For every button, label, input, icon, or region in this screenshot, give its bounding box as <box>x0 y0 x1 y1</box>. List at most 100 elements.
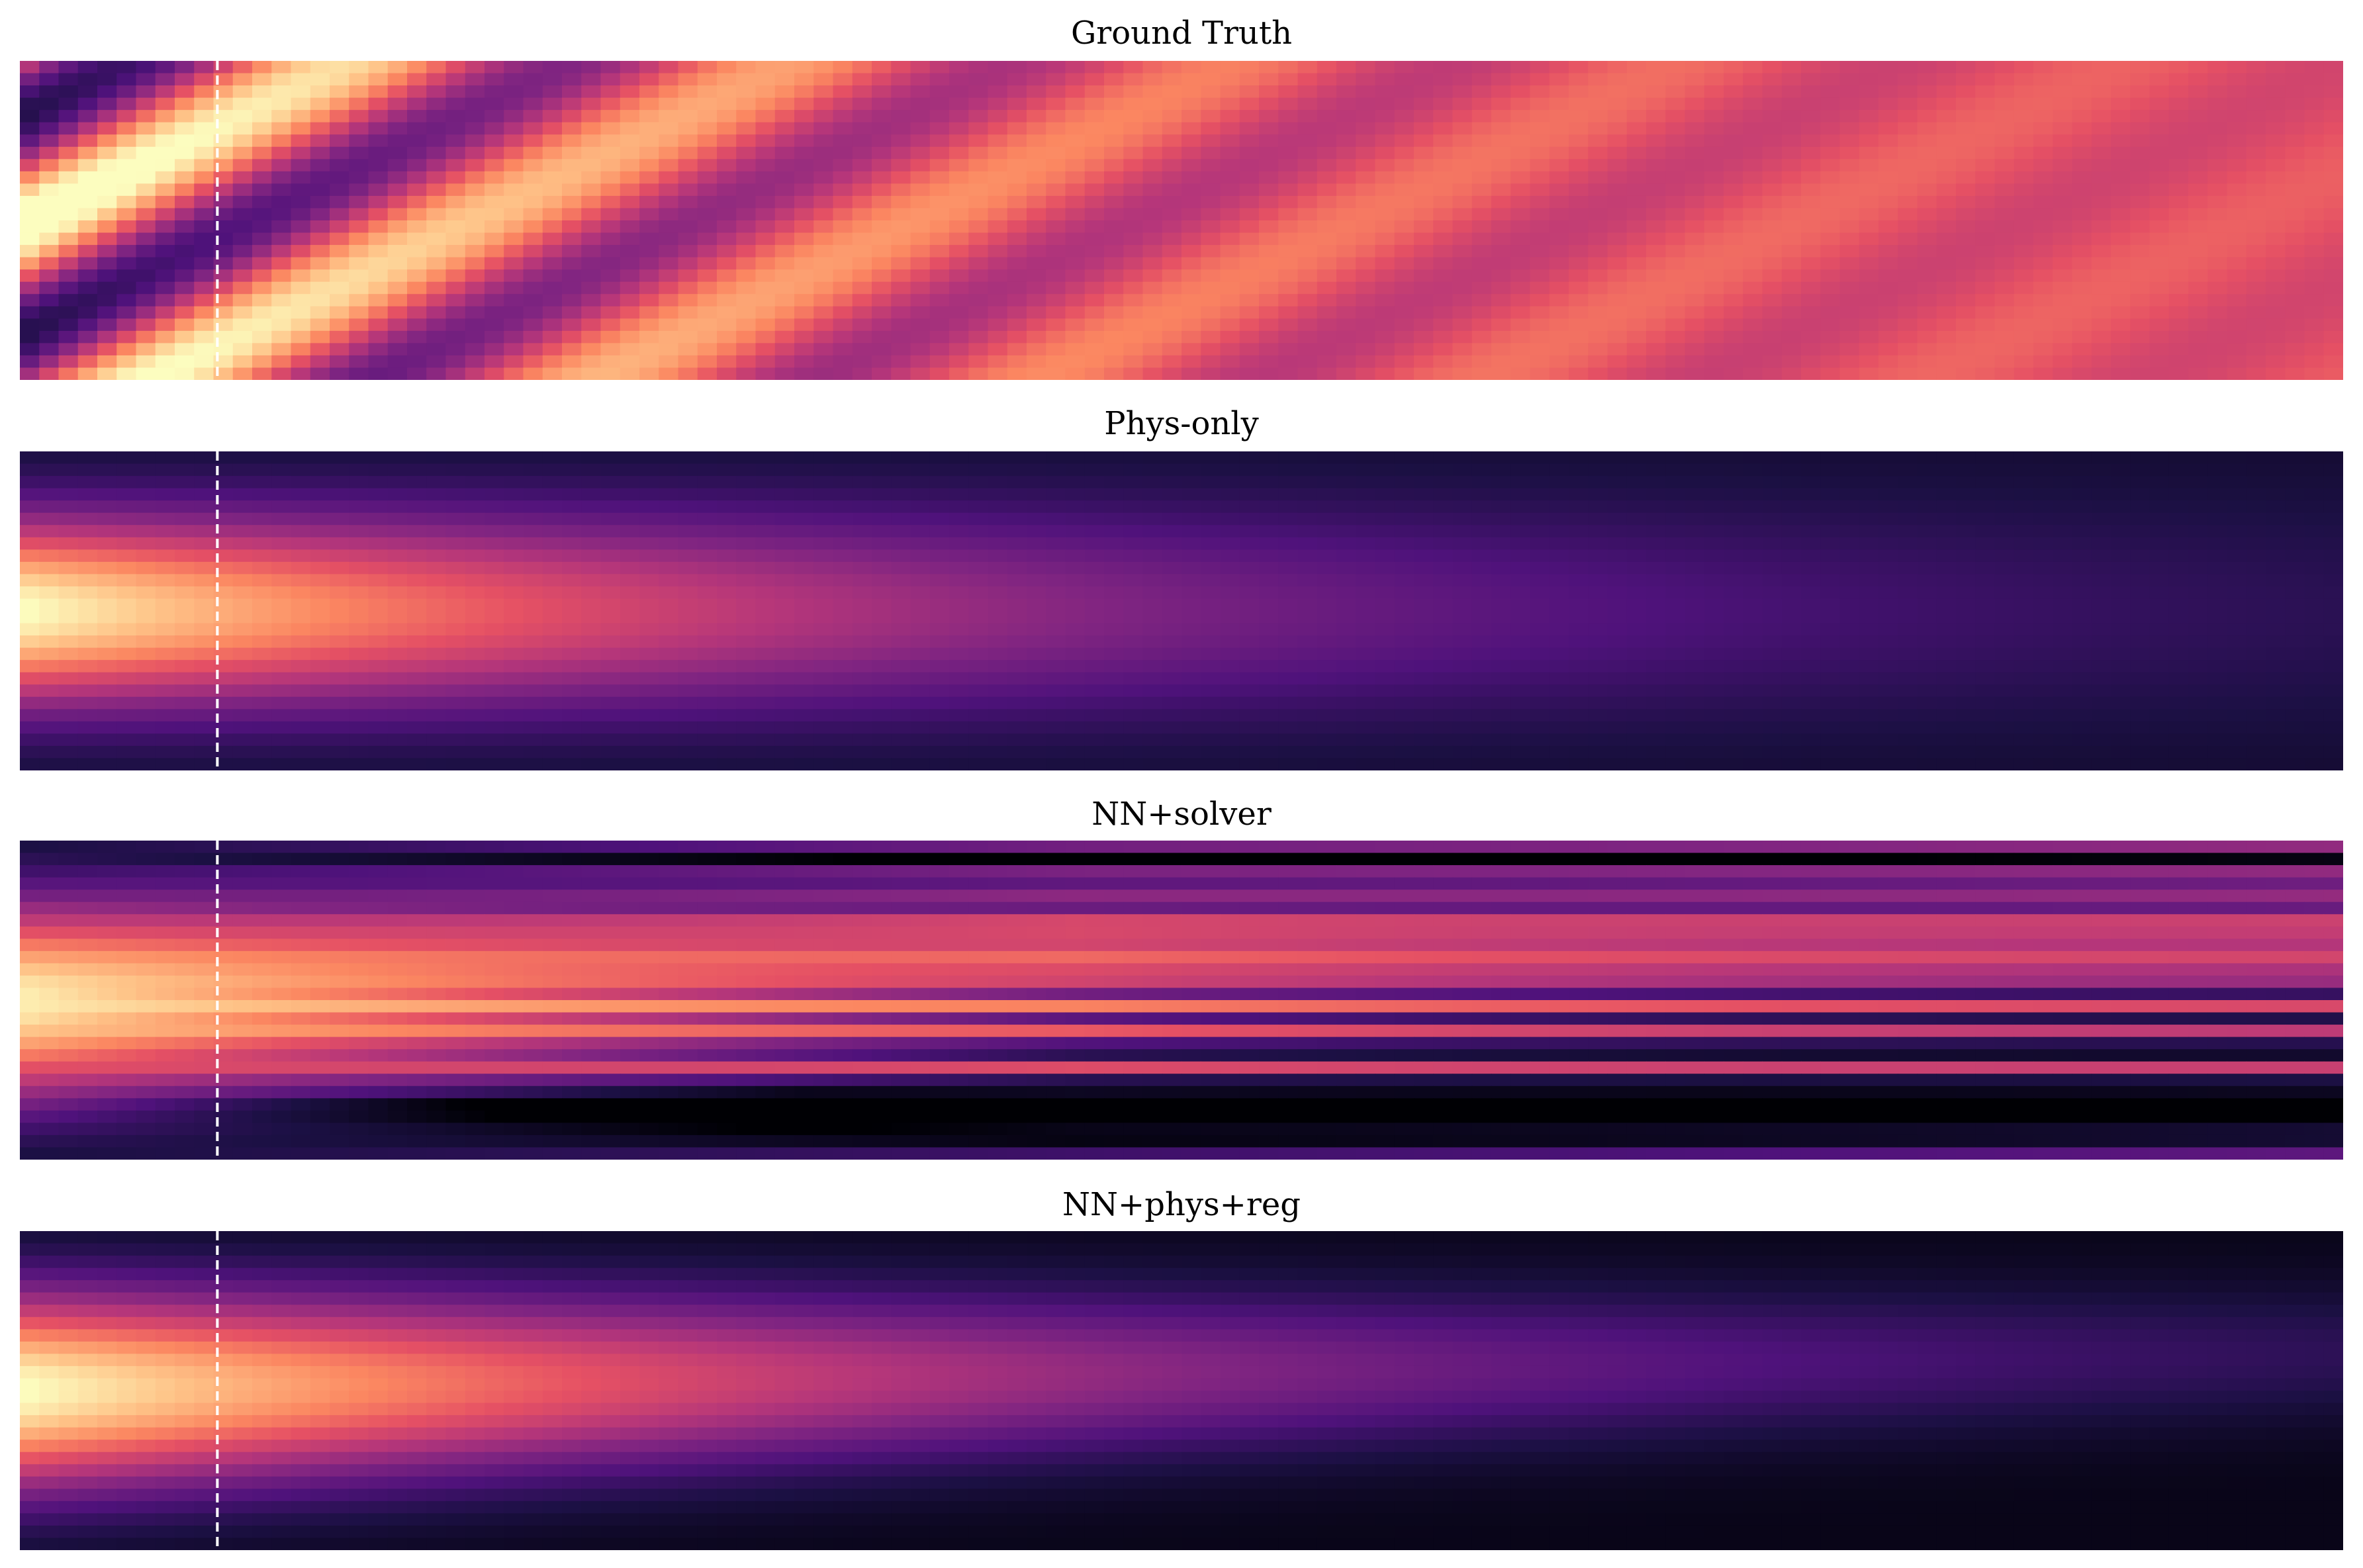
heatmap-cell <box>717 294 737 307</box>
heatmap-cell <box>39 220 60 234</box>
heatmap-cell <box>1471 134 1492 148</box>
heatmap-cell <box>600 512 621 526</box>
heatmap-cell <box>794 195 814 209</box>
heatmap-cell <box>755 525 776 538</box>
heatmap-cell <box>39 343 60 356</box>
heatmap-cell <box>504 306 524 319</box>
heatmap-cell <box>891 269 911 283</box>
heatmap-cell <box>310 343 330 356</box>
heatmap-cell <box>1743 97 1763 111</box>
heatmap-cell <box>368 500 389 514</box>
heatmap-cell <box>485 476 504 489</box>
heatmap-cell <box>39 61 60 74</box>
heatmap-cell <box>1607 269 1628 283</box>
heatmap-cell <box>330 611 349 624</box>
heatmap-cell <box>2149 586 2170 600</box>
heatmap-cell <box>1162 488 1182 501</box>
heatmap-cell <box>465 146 485 160</box>
heatmap-cell <box>1975 122 1996 135</box>
heatmap-cell <box>2053 463 2073 477</box>
heatmap-cell <box>2168 367 2189 380</box>
heatmap-cell <box>1898 257 1918 270</box>
heatmap-cell <box>872 257 892 270</box>
heatmap-cell <box>1239 257 1260 270</box>
heatmap-cell <box>697 306 718 319</box>
heatmap-cell <box>2168 512 2189 526</box>
heatmap-cell <box>833 586 853 600</box>
heatmap-cell <box>368 97 389 111</box>
heatmap-cell <box>678 537 698 550</box>
heatmap-cell <box>39 159 60 172</box>
heatmap-cell <box>1471 476 1492 489</box>
heatmap-cell <box>252 574 272 587</box>
heatmap-cell <box>1123 488 1144 501</box>
heatmap-cell <box>426 171 447 184</box>
heatmap-cell <box>1259 122 1279 135</box>
heatmap-cell <box>2323 208 2343 221</box>
heatmap-cell <box>2091 598 2111 612</box>
heatmap-cell <box>1917 146 1937 160</box>
heatmap-cell <box>1607 525 1628 538</box>
heatmap-cell <box>2266 574 2286 587</box>
heatmap-cell <box>1607 500 1628 514</box>
heatmap-cell <box>232 195 253 209</box>
heatmap-cell <box>485 85 504 99</box>
heatmap-cell <box>1007 488 1027 501</box>
heatmap-cell <box>2111 525 2131 538</box>
heatmap-cell <box>1685 488 1705 501</box>
heatmap-cell <box>330 232 349 246</box>
heatmap-cell <box>1317 85 1337 99</box>
heatmap-cell <box>1220 85 1240 99</box>
heatmap-cell <box>1917 561 1937 575</box>
heatmap-cell <box>2072 355 2092 369</box>
heatmap-cell <box>2266 294 2286 307</box>
heatmap-cell <box>2188 586 2208 600</box>
heatmap-cell <box>1801 537 1821 550</box>
heatmap-cell <box>1839 269 1860 283</box>
heatmap-cell <box>2323 183 2343 197</box>
heatmap-cell <box>2072 97 2092 111</box>
heatmap-cell <box>1065 257 1086 270</box>
heatmap-cell <box>1898 318 1918 332</box>
heatmap-cell <box>194 134 214 148</box>
heatmap-cell <box>39 463 60 477</box>
heatmap-cell <box>1239 598 1260 612</box>
heatmap-cell <box>1471 195 1492 209</box>
heatmap-cell <box>39 355 60 369</box>
heatmap-cell <box>58 97 79 111</box>
heatmap-cell <box>1297 281 1318 295</box>
heatmap-cell <box>1414 269 1434 283</box>
heatmap-cell <box>77 525 98 538</box>
heatmap-cell <box>1104 367 1124 380</box>
heatmap-cell <box>2246 451 2266 465</box>
heatmap-cell <box>1259 635 1279 649</box>
heatmap-cell <box>1007 294 1027 307</box>
heatmap-cell <box>1471 500 1492 514</box>
heatmap-cell <box>232 97 253 111</box>
heatmap-cell <box>2033 171 2053 184</box>
heatmap-cell <box>1917 343 1937 356</box>
heatmap-cell <box>504 549 524 563</box>
heatmap-cell <box>1743 73 1763 86</box>
heatmap-cell <box>1743 146 1763 160</box>
heatmap-cell <box>1839 451 1860 465</box>
heatmap-cell <box>1510 97 1531 111</box>
heatmap-cell <box>1007 451 1027 465</box>
heatmap-cell <box>77 281 98 295</box>
heatmap-cell <box>755 598 776 612</box>
heatmap-cell <box>1724 110 1743 123</box>
heatmap-cell <box>1607 537 1628 550</box>
heatmap-cell <box>1878 623 1898 636</box>
heatmap-cell <box>1027 355 1046 369</box>
heatmap-cell <box>1297 549 1318 563</box>
heatmap-cell <box>659 525 679 538</box>
heatmap-cell <box>1259 110 1279 123</box>
heatmap-cell <box>1859 549 1879 563</box>
heatmap-cell <box>1027 73 1046 86</box>
heatmap-cell <box>407 257 427 270</box>
heatmap-cell <box>1781 122 1802 135</box>
heatmap-cell <box>97 122 117 135</box>
heatmap-cell <box>949 451 969 465</box>
heatmap-cell <box>2227 343 2247 356</box>
heatmap-cell <box>1182 512 1201 526</box>
